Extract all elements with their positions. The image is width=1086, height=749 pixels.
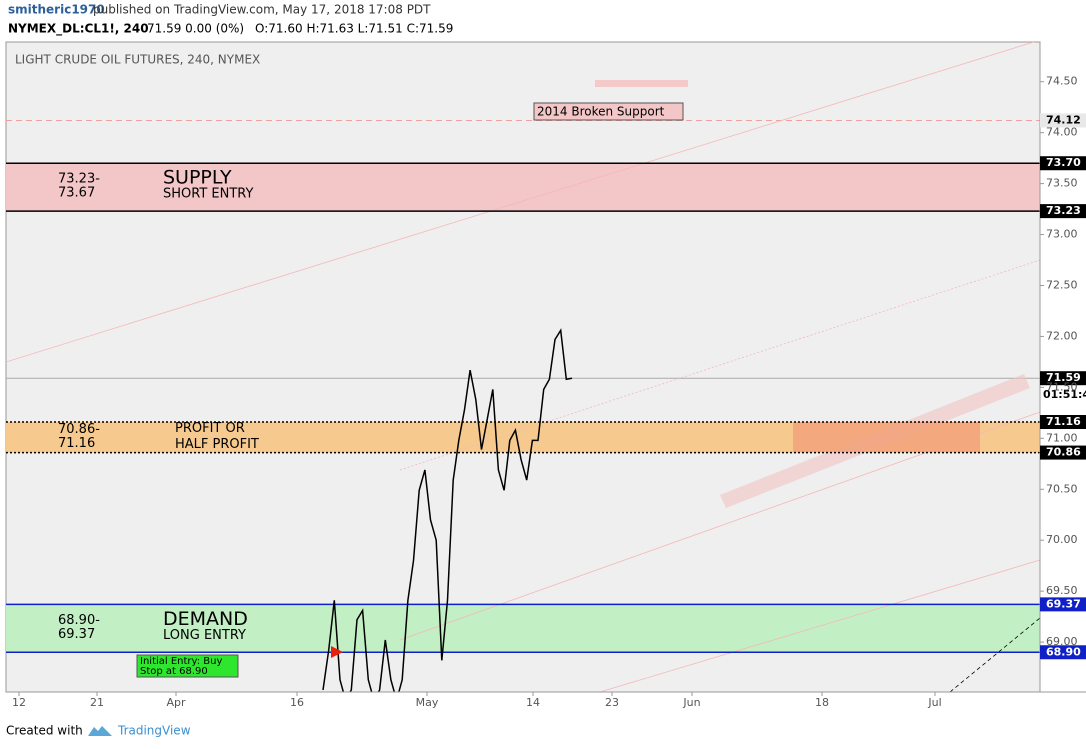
annotation: Initial Entry: Buy [140, 656, 222, 667]
y-tick-label: 72.00 [1046, 329, 1078, 342]
zone-range: 69.37 [58, 627, 95, 642]
published: published on TradingView.com, May 17, 20… [93, 3, 431, 17]
y-tick-label: 70.50 [1046, 482, 1078, 495]
x-tick-label: 14 [526, 696, 540, 709]
plot-area [5, 41, 1041, 693]
x-tick-label: 18 [815, 696, 829, 709]
footer-brand[interactable]: TradingView [117, 724, 191, 738]
target-box [793, 422, 980, 452]
y-tick-label: 69.00 [1046, 635, 1078, 648]
price-label: 71.16 [1046, 415, 1081, 428]
zone-range: 73.23- [58, 172, 100, 187]
y-tick-label: 73.50 [1046, 177, 1078, 190]
logo [88, 726, 112, 736]
price-label-box [1040, 597, 1086, 612]
y-tick-label: 74.50 [1046, 75, 1078, 88]
x-tick-label: 12 [12, 696, 26, 709]
y-tick-label: 71.50 [1046, 380, 1078, 393]
y-tick-label: 70.00 [1046, 533, 1078, 546]
zone-subtitle: LONG ENTRY [163, 628, 246, 643]
symbol: NYMEX_DL:CL1!, 240 [8, 22, 149, 37]
price-label-box [1040, 415, 1086, 430]
annotation: 2014 Broken Support [537, 105, 665, 119]
trend-line [6, 42, 1035, 363]
y-tick-label: 69.50 [1046, 584, 1078, 597]
author[interactable]: smitheric1970 [8, 3, 105, 17]
trend-line [599, 559, 1040, 692]
marker [595, 80, 688, 87]
price-label-box [1040, 445, 1086, 460]
price-label: 74.12 [1046, 113, 1081, 126]
y-tick-label: 73.00 [1046, 228, 1078, 241]
x-tick-label: Apr [166, 696, 186, 709]
annotation-box [533, 102, 684, 121]
x-tick-label: 21 [90, 696, 104, 709]
price-label: 71.59 [1046, 371, 1081, 384]
zone-title: DEMAND [163, 608, 248, 630]
price-label-box [1040, 645, 1086, 660]
zone-title: SUPPLY [163, 167, 232, 189]
footer-created: Created with [6, 724, 83, 738]
price-line [322, 328, 573, 692]
trend-line [399, 259, 1040, 471]
y-tick-label: 74.00 [1046, 126, 1078, 139]
price-axis [1040, 42, 1086, 692]
price-label: 69.37 [1046, 597, 1081, 610]
zone [6, 604, 1040, 653]
x-tick-label: Jul [927, 696, 941, 709]
price-label-box [1040, 113, 1086, 128]
drawings [6, 42, 1040, 692]
price-label-box [1040, 204, 1086, 219]
quote: 71.59 0.00 (0%) [147, 22, 244, 36]
y-tick-label: 71.00 [1046, 431, 1078, 444]
x-tick-label: Jun [682, 696, 700, 709]
x-tick-label: 16 [290, 696, 304, 709]
zone-range: 73.67 [58, 186, 95, 201]
entry-arrow [331, 646, 343, 658]
zone-range: 71.16 [58, 436, 95, 451]
price-label: 70.86 [1046, 446, 1081, 459]
price-label: 73.23 [1046, 204, 1081, 217]
price-label-box [1040, 371, 1086, 386]
annotation: Stop at 68.90 [140, 666, 208, 677]
zone-title: PROFIT OR [175, 421, 245, 436]
y-tick-label: 72.50 [1046, 278, 1078, 291]
zone-range: 70.86- [58, 422, 100, 437]
chart-title: LIGHT CRUDE OIL FUTURES, 240, NYMEX [15, 53, 260, 67]
trend-line [949, 617, 1040, 692]
annotation-box [136, 654, 239, 678]
price-label: 73.70 [1046, 156, 1081, 169]
zone [6, 163, 1040, 212]
price-label-box [1040, 156, 1086, 171]
x-tick-label: 23 [605, 696, 619, 709]
zone-subtitle: SHORT ENTRY [163, 187, 254, 202]
x-tick-label: May [416, 696, 439, 709]
zone-subtitle: HALF PROFIT [175, 437, 259, 452]
zone-range: 68.90- [58, 613, 100, 628]
ohlc: O:71.60 H:71.63 L:71.51 C:71.59 [255, 22, 453, 36]
countdown: 01:51:4 [1043, 388, 1086, 401]
price-label: 68.90 [1046, 645, 1081, 658]
